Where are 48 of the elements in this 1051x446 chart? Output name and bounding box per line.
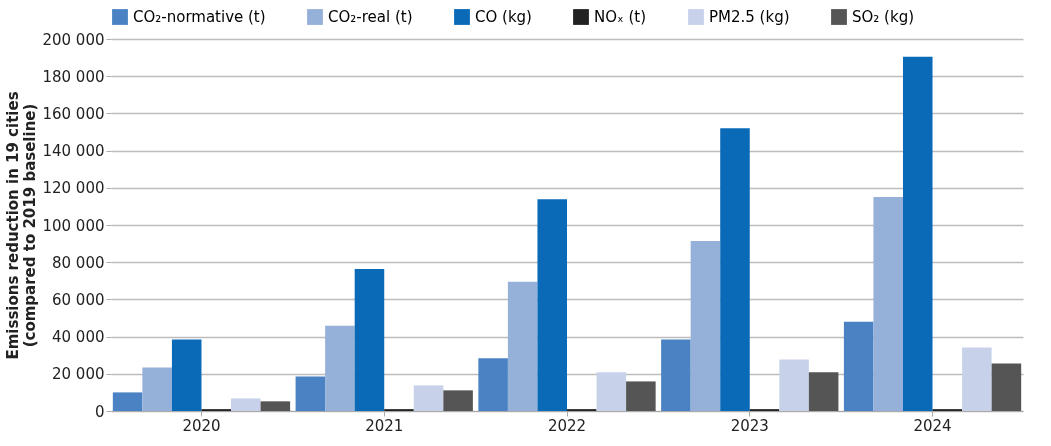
y-tick-label: 80 000 <box>52 253 105 272</box>
y-tick-label: 180 000 <box>42 67 105 86</box>
bar <box>260 401 291 411</box>
bar <box>413 385 444 411</box>
bar <box>720 128 750 411</box>
bar <box>808 372 839 411</box>
y-tick-label: 100 000 <box>42 216 105 235</box>
bar <box>661 339 691 411</box>
y-axis-title: Emissions reduction in 19 cities (compared to 2019 baseline) <box>4 91 40 360</box>
bar <box>991 363 1022 411</box>
bar <box>902 56 933 411</box>
legend-label: SO₂ (kg) <box>852 8 915 26</box>
bar <box>843 321 874 411</box>
bar <box>478 358 508 411</box>
bar <box>443 390 473 411</box>
bar <box>112 392 143 411</box>
legend-label: CO₂-real (t) <box>328 8 413 26</box>
bar <box>231 398 261 411</box>
bar <box>354 269 385 411</box>
x-tick-label: 2024 <box>913 416 952 435</box>
x-tick-label: 2022 <box>547 416 587 435</box>
bar <box>779 359 809 411</box>
x-tick-label: 2021 <box>365 416 404 435</box>
y-tick-label: 20 000 <box>52 365 105 384</box>
legend-label: CO₂-normative (t) <box>133 8 266 26</box>
bar <box>873 197 903 411</box>
y-tick-label: 120 000 <box>42 179 105 198</box>
bar <box>507 281 538 411</box>
x-tick-label: 2020 <box>182 416 221 435</box>
y-tick-label: 140 000 <box>42 142 105 161</box>
legend-label: CO (kg) <box>475 8 532 26</box>
y-tick-label: 60 000 <box>52 290 105 309</box>
y-tick-label: 200 000 <box>42 30 105 49</box>
bar <box>142 367 172 411</box>
x-tick-label: 2023 <box>730 416 769 435</box>
y-tick-label: 160 000 <box>42 104 105 123</box>
bar <box>537 199 567 411</box>
bar <box>626 381 656 411</box>
bar <box>962 347 992 411</box>
bar <box>325 325 355 411</box>
bar <box>596 372 627 411</box>
legend-label: PM2.5 (kg) <box>709 8 790 26</box>
y-tick-label: 0 <box>94 402 105 421</box>
legend-label: NOₓ (t) <box>594 8 647 26</box>
bar <box>690 241 721 411</box>
bar <box>171 339 202 411</box>
y-tick-label: 40 000 <box>52 328 105 347</box>
bar <box>295 376 326 411</box>
